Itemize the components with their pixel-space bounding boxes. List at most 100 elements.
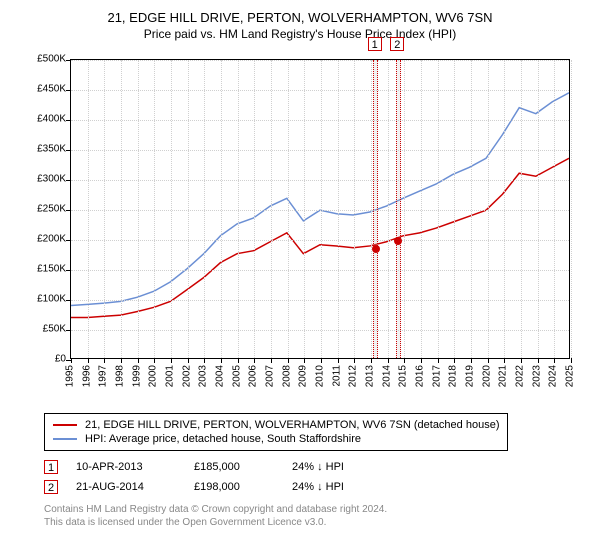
gridline-h [71,150,569,151]
xtick-label: 2013 [365,365,376,387]
ytick [66,330,71,331]
footer-line2: This data is licensed under the Open Gov… [44,516,580,529]
xtick [71,358,72,363]
xtick [304,358,305,363]
xtick [404,358,405,363]
ytick-label: £450K [20,84,66,95]
xtick [288,358,289,363]
ytick-label: £150K [20,264,66,275]
gridline-h [71,300,569,301]
xtick-label: 2019 [465,365,476,387]
xtick-label: 2010 [315,365,326,387]
ytick [66,270,71,271]
legend: 21, EDGE HILL DRIVE, PERTON, WOLVERHAMPT… [44,413,508,451]
xtick-label: 2022 [515,365,526,387]
gridline-v [404,60,405,358]
xtick [554,358,555,363]
xtick-label: 2017 [431,365,442,387]
xtick [338,358,339,363]
xtick-label: 1998 [115,365,126,387]
xtick-label: 2015 [398,365,409,387]
legend-swatch [53,438,77,440]
gridline-h [71,270,569,271]
gridline-v [438,60,439,358]
xtick-label: 2016 [415,365,426,387]
xtick [538,358,539,363]
ytick [66,180,71,181]
legend-swatch [53,424,77,426]
gridline-v [288,60,289,358]
gridline-v [171,60,172,358]
event-marker-date: 10-APR-2013 [76,461,176,473]
xtick-label: 2020 [481,365,492,387]
gridline-v [138,60,139,358]
gridline-v [88,60,89,358]
xtick [254,358,255,363]
gridline-h [71,210,569,211]
xtick [438,358,439,363]
xtick-label: 2021 [498,365,509,387]
ytick [66,210,71,211]
xtick-label: 2009 [298,365,309,387]
footer-line1: Contains HM Land Registry data © Crown c… [44,503,580,516]
xtick [171,358,172,363]
gridline-v [371,60,372,358]
xtick [354,358,355,363]
gridline-h [71,120,569,121]
legend-row: 21, EDGE HILL DRIVE, PERTON, WOLVERHAMPT… [53,418,499,432]
ytick-label: £200K [20,234,66,245]
xtick [371,358,372,363]
legend-row: HPI: Average price, detached house, Sout… [53,432,499,446]
xtick [504,358,505,363]
xtick-label: 2018 [448,365,459,387]
gridline-v [154,60,155,358]
gridline-h [71,60,569,61]
chart-title-block: 21, EDGE HILL DRIVE, PERTON, WOLVERHAMPT… [10,10,590,41]
gridline-v [121,60,122,358]
xtick-label: 2014 [381,365,392,387]
xtick-label: 1996 [81,365,92,387]
xtick [388,358,389,363]
gridline-v [188,60,189,358]
gridline-v [338,60,339,358]
xtick [421,358,422,363]
ytick-label: £250K [20,204,66,215]
xtick [238,358,239,363]
title-line1: 21, EDGE HILL DRIVE, PERTON, WOLVERHAMPT… [10,10,590,25]
event-marker-row: 221-AUG-2014£198,00024% ↓ HPI [44,477,590,497]
ytick-label: £0 [20,354,66,365]
gridline-v [321,60,322,358]
legend-label: 21, EDGE HILL DRIVE, PERTON, WOLVERHAMPT… [85,419,499,431]
xtick-label: 2025 [565,365,576,387]
ytick [66,120,71,121]
series-line [71,93,569,306]
gridline-v [254,60,255,358]
xtick [488,358,489,363]
event-marker-dot [394,237,402,245]
gridline-v [271,60,272,358]
ytick [66,90,71,91]
title-line2: Price paid vs. HM Land Registry's House … [10,27,590,41]
event-marker-toplabel: 1 [368,37,382,51]
xtick [154,358,155,363]
gridline-v [304,60,305,358]
xtick [138,358,139,363]
gridline-v [354,60,355,358]
gridline-v [571,60,572,358]
xtick [454,358,455,363]
ytick-label: £50K [20,324,66,335]
xtick-label: 2024 [548,365,559,387]
xtick-label: 2023 [531,365,542,387]
event-marker-band [396,60,401,358]
event-marker-dot [372,245,380,253]
gridline-v [521,60,522,358]
gridline-v [421,60,422,358]
gridline-v [504,60,505,358]
gridline-v [538,60,539,358]
xtick [188,358,189,363]
plot-area [70,59,570,359]
xtick-label: 2002 [181,365,192,387]
xtick-label: 1997 [98,365,109,387]
event-marker-row-label: 2 [44,480,58,494]
ytick [66,60,71,61]
